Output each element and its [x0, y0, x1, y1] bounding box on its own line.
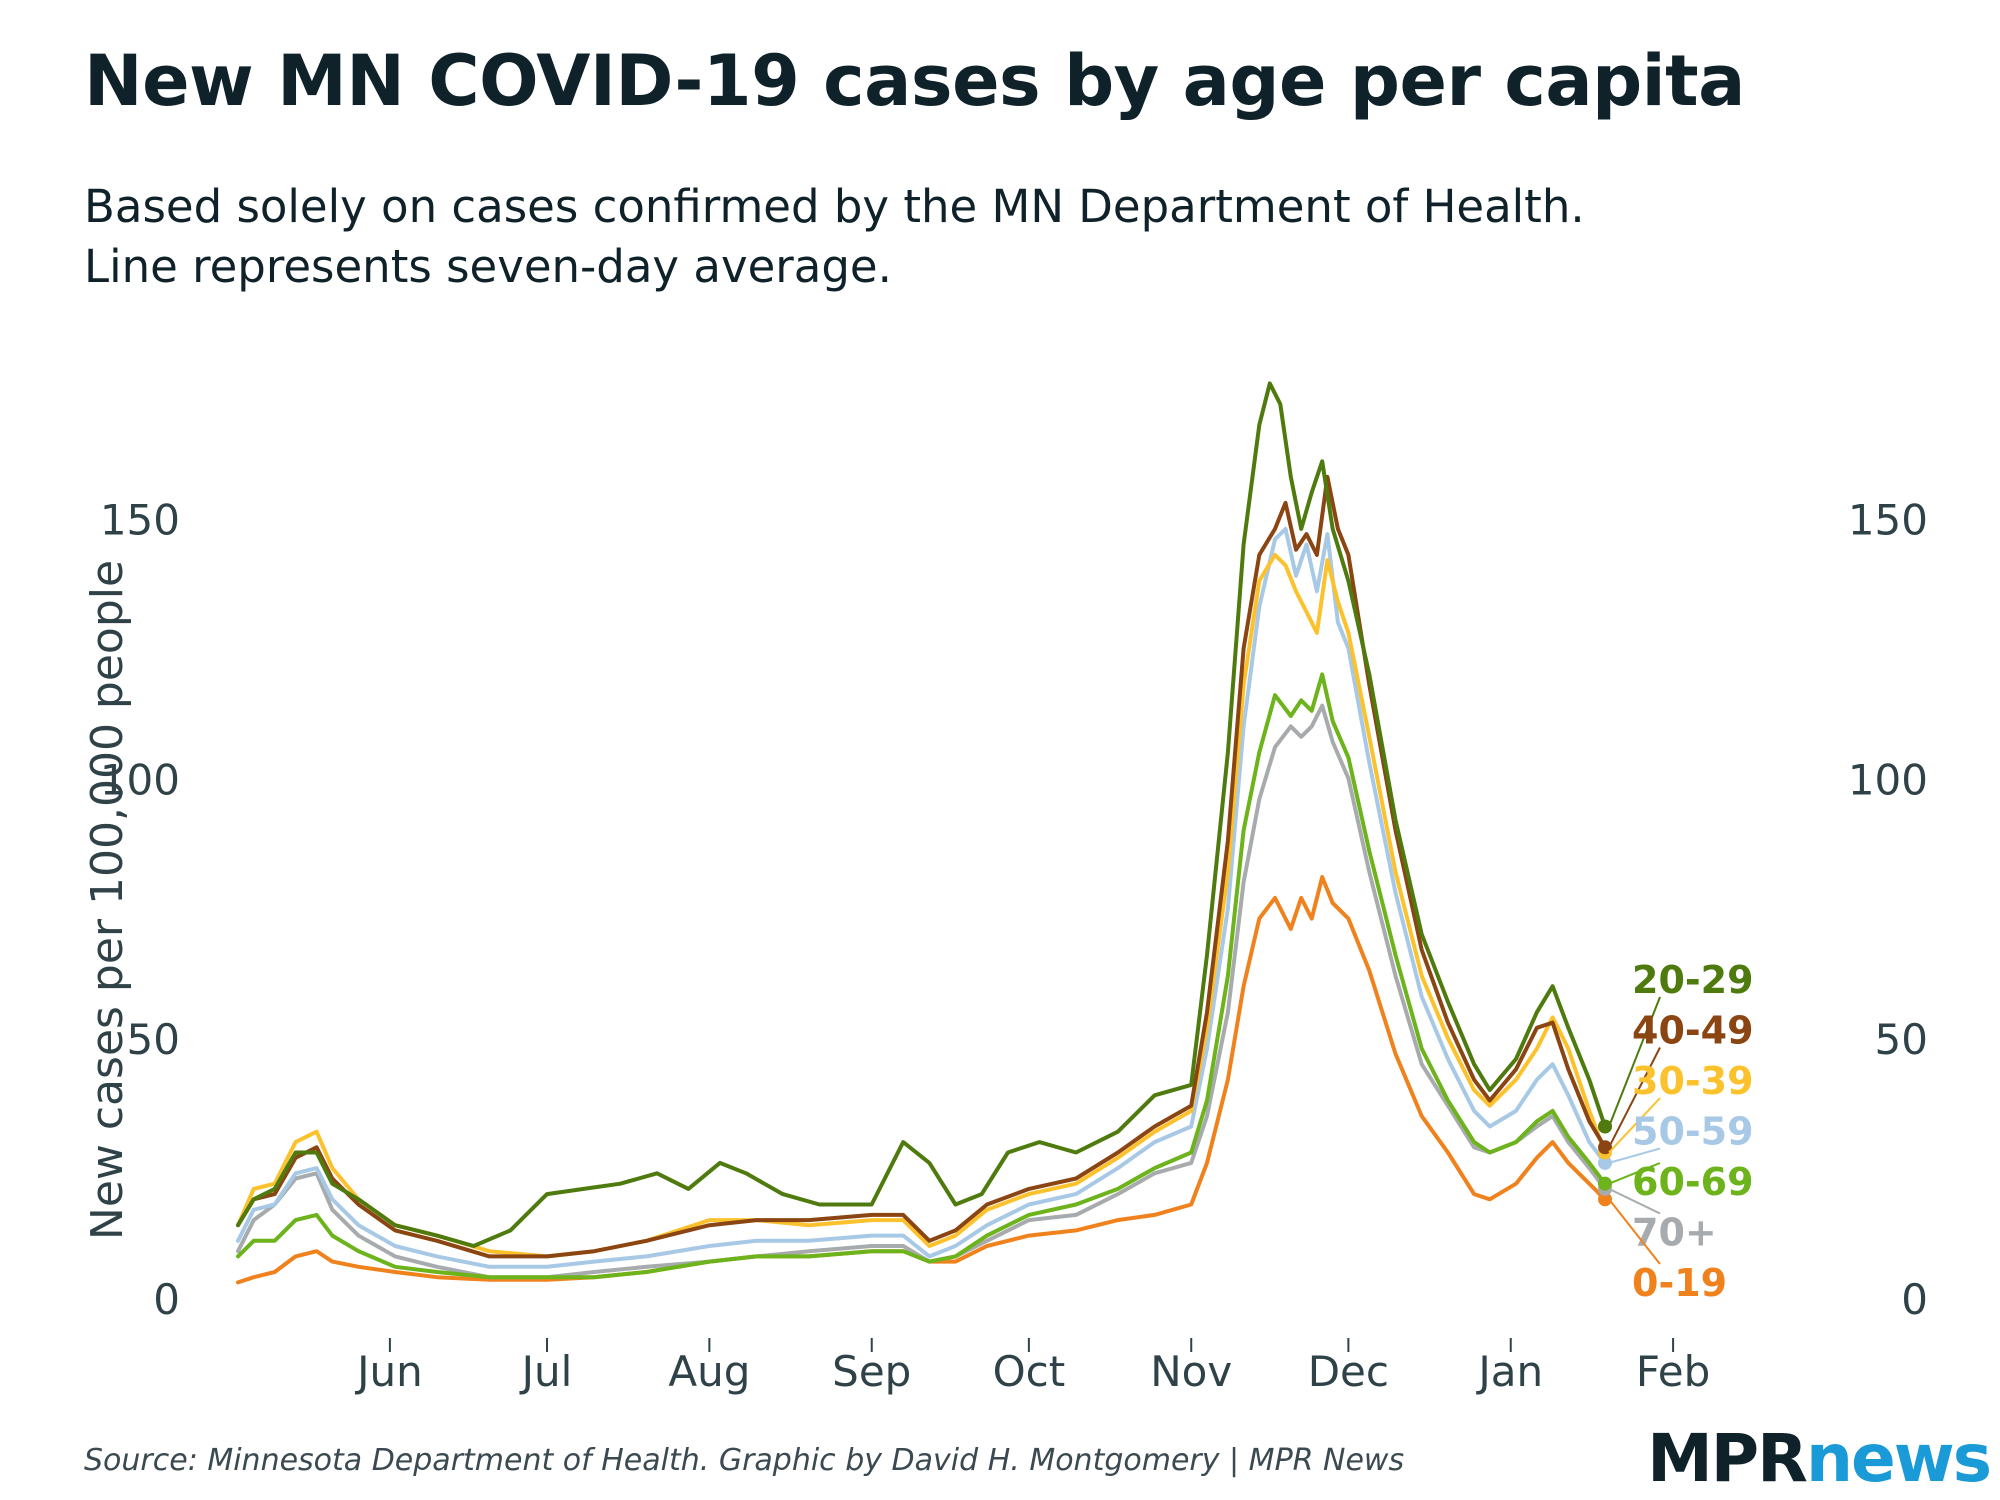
- x-ticks: Jun Jul Aug Sep Oct Nov Dec Jan Feb: [354, 1338, 1710, 1396]
- series-line-40-49: [236, 474, 1607, 1259]
- y-ticks-left: 0 50 100 150: [100, 496, 180, 1324]
- y-tick-label-right: 150: [1848, 496, 1928, 545]
- series-endpoint-0-19: [1598, 1192, 1613, 1207]
- series-line-70+: [236, 703, 1607, 1280]
- x-tick-label: Dec: [1308, 1347, 1389, 1396]
- series-label-40-49: 40-49: [1632, 1009, 1754, 1053]
- series-label-30-39: 30-39: [1632, 1059, 1754, 1103]
- series-label-50-59: 50-59: [1632, 1110, 1754, 1154]
- label-leader-20-29: [1608, 996, 1661, 1127]
- y-tick-label-right: 100: [1848, 755, 1928, 804]
- series-label-60-69: 60-69: [1632, 1160, 1754, 1204]
- chart-subtitle-line1: Based solely on cases confirmed by the M…: [84, 180, 1585, 233]
- x-tick-label: Feb: [1636, 1347, 1710, 1396]
- series-endpoints: [1598, 1119, 1613, 1207]
- chart-title: New MN COVID-19 cases by age per capita: [84, 40, 1745, 122]
- y-tick-label-left: 50: [127, 1015, 180, 1064]
- series-line-20-29: [236, 381, 1607, 1248]
- series-lines: [236, 381, 1607, 1285]
- x-tick-label: Oct: [993, 1347, 1066, 1396]
- label-leader-40-49: [1608, 1047, 1661, 1148]
- logo-mpr: MPR: [1647, 1420, 1808, 1497]
- source-note: Source: Minnesota Department of Health. …: [84, 1443, 1405, 1478]
- y-tick-label-left: 100: [100, 755, 180, 804]
- x-tick-label: Aug: [668, 1347, 750, 1396]
- series-line-60-69: [236, 672, 1607, 1280]
- y-axis-title: New cases per 100,000 people: [82, 560, 133, 1240]
- x-tick-label: Jul: [519, 1347, 573, 1396]
- y-tick-label-left: 0: [153, 1275, 180, 1324]
- series-endpoint-20-29: [1598, 1119, 1613, 1134]
- series-endpoint-60-69: [1598, 1176, 1613, 1191]
- chart-subtitle-line2: Line represents seven-day average.: [84, 240, 892, 293]
- y-tick-label-right: 0: [1901, 1275, 1928, 1324]
- y-ticks-right: 0 50 100 150: [1848, 496, 1928, 1324]
- series-label-70+: 70+: [1632, 1211, 1717, 1255]
- series-label-20-29: 20-29: [1632, 958, 1754, 1002]
- x-tick-label: Nov: [1150, 1347, 1232, 1396]
- label-leader-30-39: [1608, 1097, 1661, 1154]
- series-labels: 20-29 40-49 30-39 50-59 60-69 70+ 0-19: [1608, 958, 1754, 1305]
- series-endpoint-40-49: [1598, 1140, 1613, 1155]
- series-endpoint-50-59: [1598, 1155, 1613, 1170]
- series-label-0-19: 0-19: [1632, 1261, 1727, 1305]
- x-tick-label: Jan: [1475, 1347, 1543, 1396]
- label-leader-70+: [1608, 1187, 1661, 1215]
- x-tick-label: Jun: [354, 1347, 423, 1396]
- label-leader-60-69: [1608, 1162, 1661, 1185]
- label-leader-50-59: [1608, 1147, 1661, 1164]
- label-leader-0-19: [1608, 1198, 1661, 1265]
- y-tick-label-left: 150: [100, 496, 180, 545]
- series-line-0-19: [236, 875, 1607, 1285]
- y-tick-label-right: 50: [1875, 1015, 1928, 1064]
- x-tick-label: Sep: [832, 1347, 911, 1396]
- logo-news: news: [1805, 1420, 1992, 1497]
- series-line-50-59: [236, 526, 1607, 1269]
- mpr-news-logo[interactable]: MPRnews: [1647, 1420, 1992, 1497]
